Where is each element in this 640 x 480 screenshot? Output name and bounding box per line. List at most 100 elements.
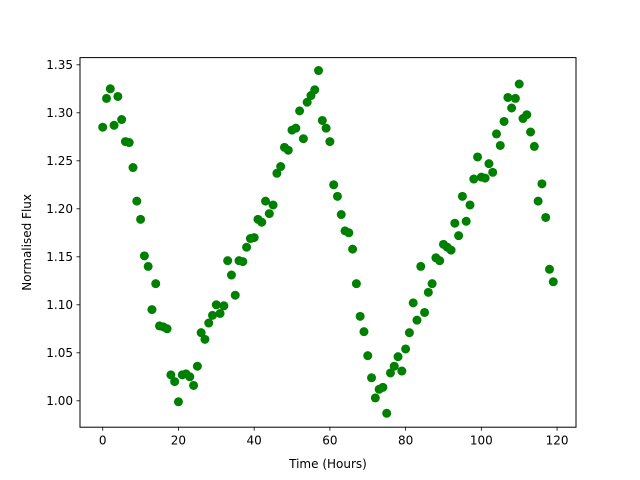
data-point <box>454 231 464 241</box>
x-axis-label: Time (Hours) <box>288 457 367 471</box>
y-tick-label: 1.10 <box>46 298 73 312</box>
data-point <box>166 370 176 380</box>
data-point <box>200 334 210 344</box>
data-points <box>98 66 558 418</box>
data-point <box>507 103 517 113</box>
data-point <box>223 256 233 266</box>
data-point <box>302 97 312 107</box>
data-point <box>529 141 539 151</box>
data-point <box>457 191 467 201</box>
data-point <box>295 106 305 116</box>
data-point <box>124 138 134 148</box>
data-point <box>219 301 229 311</box>
data-point <box>533 196 543 206</box>
data-point <box>491 129 501 139</box>
data-point <box>185 372 195 382</box>
y-tick-label: 1.25 <box>46 154 73 168</box>
data-point <box>189 380 199 390</box>
data-point <box>98 122 108 132</box>
data-point <box>522 110 532 120</box>
data-point <box>113 91 123 101</box>
data-point <box>480 173 490 183</box>
data-point <box>514 79 524 89</box>
data-point <box>276 162 286 172</box>
data-point <box>136 214 146 224</box>
x-tick-label: 60 <box>322 434 337 448</box>
data-point <box>310 85 320 95</box>
data-point <box>446 245 456 255</box>
data-point <box>548 277 558 287</box>
data-point <box>329 180 339 190</box>
data-point <box>321 123 331 133</box>
data-point <box>196 328 206 338</box>
data-point <box>367 373 377 383</box>
data-point <box>469 174 479 184</box>
y-tick-label: 1.35 <box>46 58 73 72</box>
data-point <box>401 344 411 354</box>
y-tick-label: 1.20 <box>46 202 73 216</box>
data-point <box>132 196 142 206</box>
y-tick-label: 1.05 <box>46 346 73 360</box>
data-point <box>389 361 399 371</box>
data-point <box>382 408 392 418</box>
data-point <box>211 300 221 310</box>
data-point <box>325 137 335 147</box>
data-point <box>336 210 346 220</box>
data-point <box>351 279 361 289</box>
x-tick-label: 0 <box>99 434 107 448</box>
data-point <box>147 305 157 315</box>
data-point <box>397 366 407 376</box>
data-point <box>404 328 414 338</box>
x-tick-label: 20 <box>171 434 186 448</box>
data-point <box>412 315 422 325</box>
data-point <box>465 200 475 210</box>
data-point <box>173 397 183 407</box>
data-point <box>526 127 536 137</box>
data-point <box>117 115 127 125</box>
data-point <box>170 377 180 387</box>
data-point <box>378 382 388 392</box>
data-point <box>427 279 437 289</box>
y-tick-label: 1.15 <box>46 250 73 264</box>
data-point <box>102 93 112 103</box>
data-point <box>363 351 373 361</box>
data-point <box>484 159 494 169</box>
data-point <box>370 393 380 403</box>
data-point <box>393 352 403 362</box>
data-point <box>488 167 498 177</box>
data-point <box>298 134 308 144</box>
data-point <box>495 140 505 150</box>
data-point <box>105 84 115 94</box>
data-point <box>355 311 365 321</box>
data-point <box>291 123 301 133</box>
data-point <box>261 196 271 206</box>
data-point <box>435 256 445 266</box>
x-tick-label: 100 <box>470 434 493 448</box>
plot-frame <box>79 57 577 428</box>
data-point <box>215 308 225 318</box>
data-point <box>423 287 433 297</box>
data-point <box>314 66 324 76</box>
data-point <box>230 290 240 300</box>
data-point <box>204 318 214 328</box>
data-point <box>461 216 471 226</box>
data-point <box>499 116 509 126</box>
data-point <box>450 218 460 228</box>
data-point <box>510 93 520 103</box>
data-point <box>268 200 278 210</box>
data-point <box>143 261 153 271</box>
x-tick-label: 40 <box>247 434 262 448</box>
y-tick-label: 1.00 <box>46 394 73 408</box>
data-point <box>317 115 327 125</box>
data-point <box>283 145 293 155</box>
data-point <box>359 327 369 337</box>
data-point <box>257 217 267 227</box>
y-tick-label: 1.30 <box>46 106 73 120</box>
data-point <box>544 264 554 274</box>
data-point <box>238 257 248 267</box>
data-point <box>473 152 483 162</box>
data-point <box>139 251 149 261</box>
data-point <box>348 244 358 254</box>
